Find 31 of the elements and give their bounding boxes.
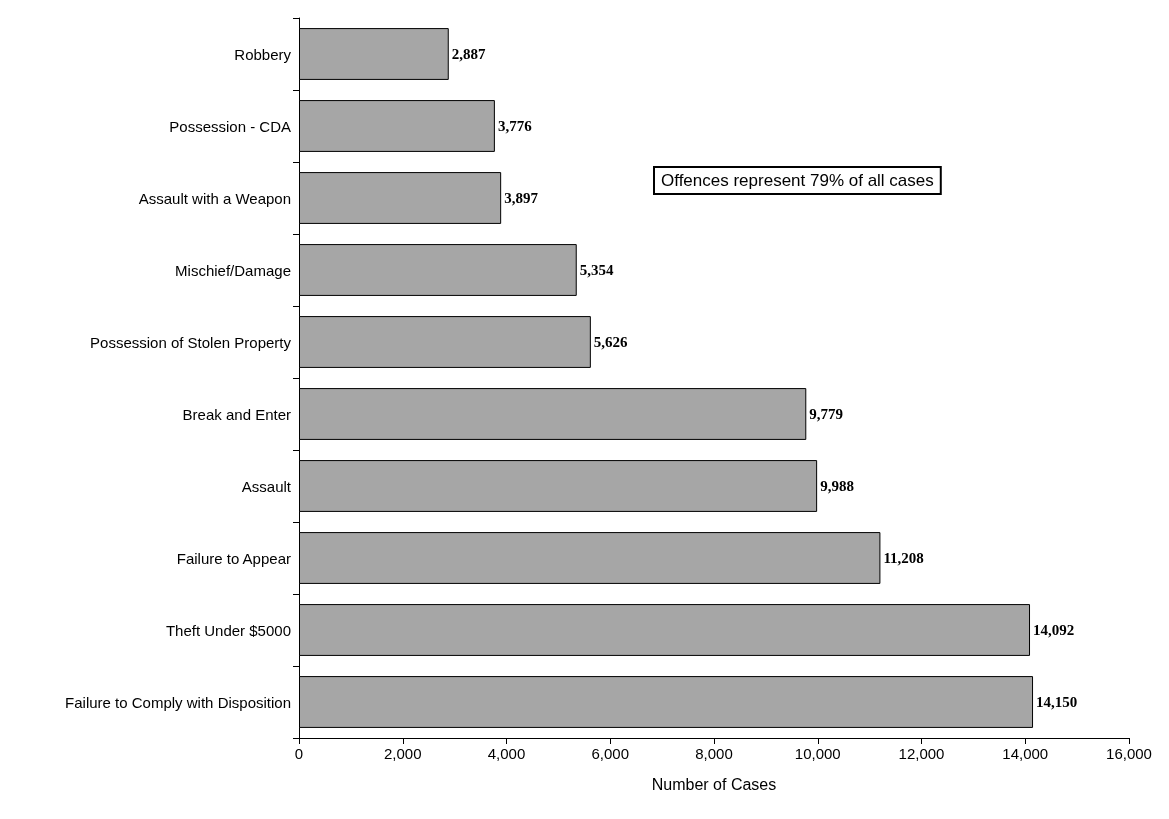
annotation: Offences represent 79% of all cases: [661, 171, 934, 190]
x-tick-label: 8,000: [695, 745, 733, 762]
x-tick-label: 2,000: [383, 745, 422, 762]
y-tick-label: Mischief/Damage: [175, 261, 291, 279]
data-label: 9,988: [820, 478, 854, 494]
y-tick-label: Assault: [241, 477, 292, 495]
x-tick-label: 16,000: [1106, 745, 1152, 762]
data-label: 2,887: [451, 46, 487, 62]
x-tick-label: 14,000: [1002, 745, 1049, 762]
y-tick-label: Robbery: [234, 45, 292, 63]
y-tick-label: Break and Enter: [182, 405, 291, 423]
data-label: 14,092: [1033, 622, 1075, 638]
y-tick-label: Theft Under $5000: [165, 621, 291, 639]
data-label: 3,897: [504, 190, 539, 206]
x-tick-label: 4,000: [487, 745, 526, 762]
x-axis-title: Number of Cases: [651, 775, 777, 793]
data-label: 5,354: [579, 262, 614, 278]
y-tick-label: Failure to Comply with Disposition: [65, 693, 291, 711]
x-tick-label: 10,000: [794, 745, 841, 762]
data-label: 5,626: [593, 334, 629, 350]
y-tick-label: Possession - CDA: [169, 117, 291, 135]
x-tick-label: 6,000: [591, 745, 630, 762]
data-label: 3,776: [497, 118, 533, 134]
data-label: 11,208: [883, 550, 924, 566]
data-label: 14,150: [1036, 694, 1078, 710]
x-tick-label: 0: [294, 745, 304, 762]
data-label: 9,779: [809, 406, 844, 422]
y-tick-label: Possession of Stolen Property: [90, 333, 292, 351]
y-tick-label: Failure to Appear: [176, 549, 291, 567]
y-tick-label: Assault with a Weapon: [138, 189, 291, 207]
x-tick-label: 12,000: [898, 745, 945, 762]
